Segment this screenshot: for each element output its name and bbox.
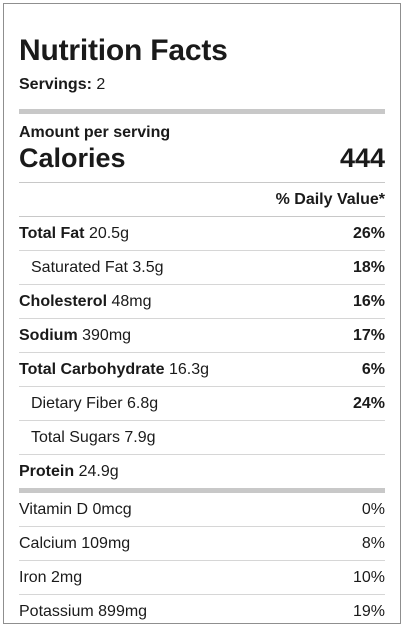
- nutrient-dv: 26%: [352, 224, 385, 242]
- label-title: Nutrition Facts: [19, 34, 228, 67]
- nutrient-dv: 24%: [352, 394, 385, 412]
- divider: [19, 182, 385, 183]
- vitamin-name: Iron 2mg: [19, 568, 83, 586]
- amount-per-serving: Amount per serving: [19, 124, 171, 141]
- nutrient-row-total-fat: Total Fat 20.5g 26%: [19, 216, 385, 250]
- thick-divider: [19, 488, 385, 493]
- vitamin-row-iron: Iron 2mg 10%: [19, 560, 385, 594]
- nutrient-name: Cholesterol 48mg: [19, 292, 152, 310]
- calories-label: Calories: [19, 143, 126, 173]
- nutrient-row-protein: Protein 24.9g: [19, 454, 385, 488]
- daily-value-header: % Daily Value*: [275, 191, 385, 208]
- servings-line: Servings: 2: [19, 74, 385, 96]
- vitamin-dv: 8%: [361, 534, 385, 552]
- nutrient-name: Sodium 390mg: [19, 326, 132, 344]
- nutrient-row-cholesterol: Cholesterol 48mg 16%: [19, 284, 385, 318]
- nutrient-name: Total Fat 20.5g: [19, 224, 129, 242]
- calories-value: 444: [339, 143, 385, 173]
- vitamin-name: Potassium 899mg: [19, 602, 148, 620]
- nutrient-dv: 18%: [352, 258, 385, 276]
- nutrient-dv: 6%: [361, 360, 385, 378]
- nutrient-name: Protein 24.9g: [19, 462, 119, 480]
- vitamin-name: Vitamin D 0mcg: [19, 500, 132, 518]
- nutrient-dv: 17%: [352, 326, 385, 344]
- servings-label: Servings:: [19, 76, 92, 93]
- nutrient-row-dietary-fiber: Dietary Fiber 6.8g 24%: [19, 386, 385, 420]
- nutrient-row-saturated-fat: Saturated Fat 3.5g 18%: [19, 250, 385, 284]
- servings-value: 2: [96, 76, 106, 93]
- nutrient-row-total-sugars: Total Sugars 7.9g: [19, 420, 385, 454]
- vitamin-dv: 19%: [352, 602, 385, 620]
- thick-divider: [19, 109, 385, 114]
- vitamin-name: Calcium 109mg: [19, 534, 131, 552]
- vitamin-row-potassium: Potassium 899mg 19%: [19, 594, 385, 628]
- nutrient-row-total-carbohydrate: Total Carbohydrate 16.3g 6%: [19, 352, 385, 386]
- calories-row: Calories 444: [19, 143, 385, 173]
- vitamin-row-vitamin-d: Vitamin D 0mcg 0%: [19, 493, 385, 526]
- nutrition-facts-label: Nutrition Facts Servings: 2 Amount per s…: [3, 3, 401, 624]
- vitamin-row-calcium: Calcium 109mg 8%: [19, 526, 385, 560]
- vitamin-dv: 10%: [352, 568, 385, 586]
- nutrient-name: Total Sugars 7.9g: [31, 428, 156, 446]
- nutrient-dv: 16%: [352, 292, 385, 310]
- nutrient-name: Saturated Fat 3.5g: [31, 258, 164, 276]
- nutrient-row-sodium: Sodium 390mg 17%: [19, 318, 385, 352]
- nutrient-name: Dietary Fiber 6.8g: [31, 394, 159, 412]
- nutrient-name: Total Carbohydrate 16.3g: [19, 360, 209, 378]
- vitamin-dv: 0%: [361, 500, 385, 518]
